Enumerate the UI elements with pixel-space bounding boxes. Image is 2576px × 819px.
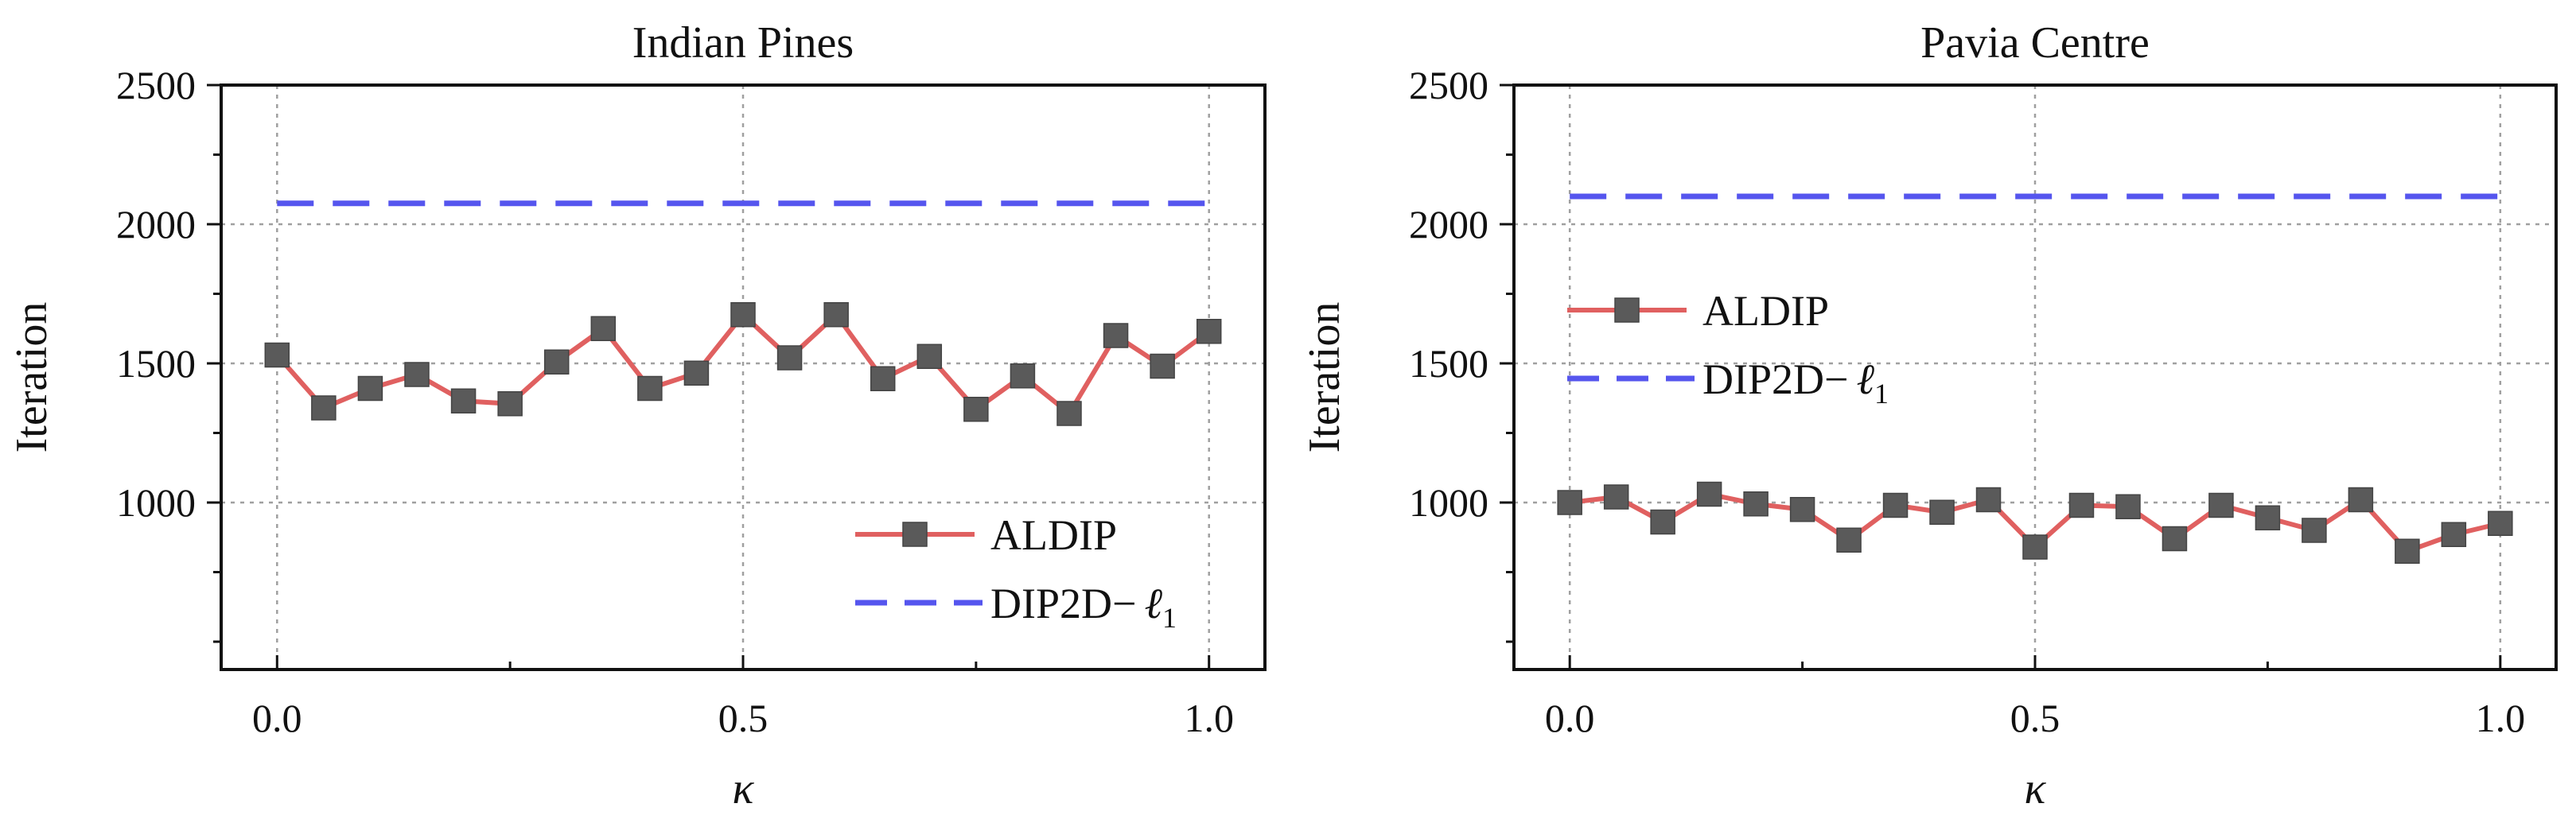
y-axis-label: Iteration: [7, 302, 56, 453]
x-tick-label: 1.0: [2476, 696, 2526, 740]
aldip-marker: [1603, 484, 1629, 510]
aldip-marker: [357, 375, 383, 402]
aldip-marker: [823, 302, 849, 328]
chart-title: Pavia Centre: [1920, 18, 2150, 68]
y-tick-label: 1000: [1409, 480, 1488, 525]
aldip-marker: [1929, 499, 1955, 525]
aldip-marker: [2488, 510, 2513, 536]
aldip-marker: [2208, 492, 2234, 518]
aldip-marker: [1789, 497, 1815, 522]
aldip-marker: [1650, 509, 1675, 535]
aldip-marker: [1557, 490, 1582, 515]
aldip-marker: [1150, 353, 1175, 379]
aldip-marker: [2348, 487, 2374, 513]
x-tick-label: 1.0: [1184, 696, 1234, 740]
aldip-marker: [1696, 481, 1722, 507]
aldip-marker: [404, 362, 430, 387]
aldip-marker: [1196, 319, 1222, 344]
y-tick-label: 2000: [1409, 202, 1488, 246]
aldip-marker: [1836, 527, 1862, 553]
aldip-marker: [776, 345, 803, 371]
aldip-marker: [2162, 526, 2188, 552]
y-tick-label: 2500: [1409, 63, 1488, 107]
aldip-marker: [264, 342, 290, 368]
aldip-marker: [590, 316, 617, 341]
aldip-marker: [2441, 522, 2467, 547]
aldip-marker: [637, 375, 663, 402]
aldip-marker: [683, 360, 710, 386]
aldip-marker: [2255, 505, 2281, 530]
aldip-marker: [1882, 492, 1909, 518]
aldip-marker: [1975, 487, 2002, 513]
chart-2: Pavia Centre 0.0 0.5 1.0 1000 1500 2000 2500 κ It…: [1300, 18, 2558, 813]
y-tick-label: 1500: [1409, 341, 1488, 386]
legend: ALDIP DIP2D− ℓ1: [1567, 287, 1889, 410]
aldip-marker: [543, 349, 570, 375]
chart-1: Indian Pines 0.0 0.5 1.0 1000 1500 2000 2500 κ It…: [7, 18, 1267, 813]
aldip-marker: [730, 302, 756, 328]
x-tick-label: 0.5: [2010, 696, 2060, 740]
aldip-marker: [2302, 518, 2327, 543]
aldip-marker: [2395, 538, 2420, 564]
x-tick-label: 0.0: [252, 696, 302, 740]
aldip-marker: [1103, 323, 1129, 348]
x-axis-label: κ: [2025, 764, 2047, 813]
aldip-marker: [450, 388, 477, 413]
aldip-marker: [1056, 401, 1082, 426]
legend-label: ALDIP: [990, 511, 1117, 559]
x-tick-label: 0.5: [718, 696, 769, 740]
y-tick-label: 2000: [116, 202, 196, 246]
aldip-marker: [2068, 492, 2095, 518]
aldip-marker: [916, 344, 943, 369]
legend-label: ALDIP: [1702, 287, 1829, 335]
y-tick-label: 1000: [116, 480, 196, 525]
y-tick-label: 2500: [116, 63, 196, 107]
aldip-marker: [497, 391, 523, 417]
x-tick-label: 0.0: [1545, 696, 1595, 740]
aldip-marker: [2022, 534, 2048, 560]
chart-title: Indian Pines: [632, 18, 854, 68]
legend-label: DIP2D− ℓ1: [990, 580, 1177, 634]
y-axis-label: Iteration: [1300, 302, 1349, 453]
aldip-marker: [2115, 494, 2141, 519]
y-tick-label: 1500: [116, 341, 196, 386]
aldip-marker: [1743, 491, 1769, 517]
aldip-marker: [311, 395, 337, 421]
aldip-marker: [963, 397, 989, 422]
x-axis-label: κ: [733, 764, 755, 813]
legend: ALDIP DIP2D− ℓ1: [855, 511, 1177, 634]
legend-aldip-marker: [902, 522, 928, 547]
legend-label: DIP2D− ℓ1: [1702, 355, 1889, 410]
aldip-marker: [870, 366, 896, 391]
aldip-marker: [1010, 363, 1036, 389]
legend-aldip-marker: [1614, 297, 1640, 323]
